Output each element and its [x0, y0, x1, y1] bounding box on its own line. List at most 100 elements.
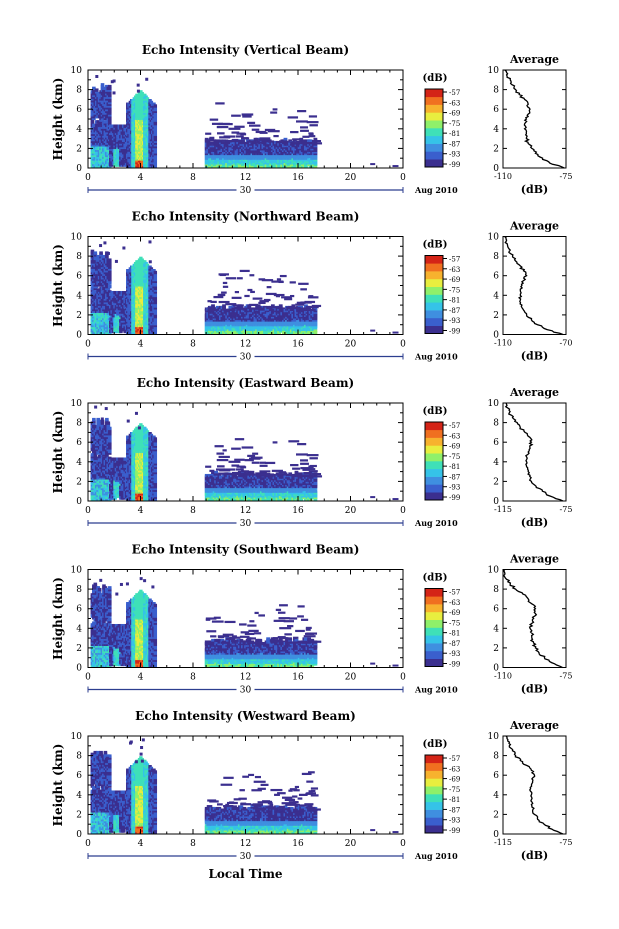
echo-cell [255, 141, 267, 144]
x-tick-label: 0 [400, 173, 406, 183]
echo-cell [148, 240, 152, 244]
echo-cell [234, 125, 245, 128]
heatmap-data [90, 240, 399, 335]
y-tick-label: 2 [76, 144, 82, 154]
echo-cell [111, 136, 116, 141]
echo-cell [107, 113, 112, 117]
colorbar-swatch [425, 104, 443, 113]
echo-cell [94, 88, 99, 92]
x-tick-label: 8 [190, 173, 196, 183]
echo-cell [109, 161, 113, 165]
echo-cell [107, 258, 112, 262]
echo-cell [107, 95, 112, 99]
echo-cell [116, 129, 120, 134]
echo-cell [109, 143, 113, 148]
echo-cell [107, 116, 112, 121]
y-axis-label: Height (km) [51, 244, 65, 327]
echo-cell [123, 128, 128, 132]
echo-cell [102, 90, 106, 94]
colorbar-swatch [425, 128, 443, 137]
echo-cell [111, 156, 116, 160]
echo-cell [308, 135, 316, 138]
echo-cell [241, 113, 254, 116]
echo-cell [107, 121, 112, 126]
echo-cell [114, 145, 119, 150]
echo-cell [153, 104, 158, 108]
echo-cell [110, 138, 115, 142]
echo-cell [107, 120, 112, 124]
echo-cell [279, 140, 288, 143]
profile-x-tick-label: -75 [560, 172, 573, 181]
echo-cell [100, 118, 105, 122]
echo-cell [110, 163, 115, 167]
echo-cell [101, 92, 105, 96]
echo-cell [116, 150, 120, 155]
colorbar-tick-label: -81 [449, 130, 460, 138]
colorbar-tick-label: -63 [449, 99, 460, 107]
x-tick-label: 20 [345, 173, 357, 183]
echo-cell [102, 88, 106, 92]
echo-cell [290, 130, 299, 134]
echo-cell [107, 114, 112, 119]
colorbar-tick-label: -87 [449, 140, 460, 148]
echo-cell [107, 90, 112, 94]
echo-cell [107, 91, 112, 96]
echo-cell [297, 110, 307, 113]
echo-cell [107, 86, 112, 91]
echo-cell [236, 132, 246, 135]
echo-cell [107, 284, 112, 289]
colorbar: (dB)-57-63-69-75-81-87-93-99 [423, 73, 461, 169]
echo-cell [99, 244, 103, 248]
echo-cell [103, 241, 107, 245]
echo-cell [109, 136, 113, 141]
echo-cell [223, 135, 236, 138]
echo-cell [225, 139, 236, 143]
echo-cell [251, 128, 260, 131]
echo-cell [107, 107, 112, 112]
echo-cell [216, 125, 229, 129]
echo-cell [205, 132, 212, 135]
echo-cell [392, 165, 399, 168]
echo-cell [109, 126, 113, 130]
echo-cell [90, 120, 95, 124]
profile-y-tick-label: 2 [493, 144, 499, 154]
echo-cell [117, 133, 122, 137]
colorbar-tick-label: -99 [449, 161, 460, 169]
profile-line [504, 69, 565, 169]
echo-cell [102, 86, 106, 91]
echo-cell [148, 260, 152, 264]
echo-cell [249, 124, 261, 127]
colorbar-swatch [425, 135, 443, 144]
profile-y-tick-label: 10 [488, 66, 500, 76]
colorbar-swatch [425, 151, 443, 160]
echo-cell [107, 104, 112, 108]
echo-cell [217, 132, 225, 135]
echo-cell [235, 135, 244, 138]
echo-cell [107, 84, 112, 89]
echo-cell [94, 90, 99, 94]
echo-cell [105, 84, 109, 89]
echo-cell [218, 122, 230, 126]
echo-cell [107, 100, 112, 105]
echo-cell [270, 111, 278, 114]
echo-cell [110, 128, 115, 132]
echo-cell [93, 251, 98, 255]
echo-cell [290, 141, 302, 144]
echo-cell [241, 137, 250, 140]
colorbar-swatch [425, 120, 443, 129]
y-tick-label: 6 [76, 105, 82, 115]
echo-cell [136, 83, 140, 87]
echo-cell [107, 109, 112, 113]
echo-cell [90, 121, 95, 126]
profile-y-tick-label: 4 [493, 125, 499, 135]
colorbar-swatch [425, 96, 443, 105]
panel-1: Echo Intensity (Northward Beam)Height (k… [51, 210, 572, 363]
date-label: Aug 2010 [414, 185, 458, 195]
echo-cell [99, 116, 103, 121]
echo-cell [112, 91, 116, 95]
echo-cell [272, 108, 278, 111]
echo-cell [111, 161, 116, 165]
echo-cell [114, 152, 119, 157]
echo-cell [117, 131, 122, 135]
